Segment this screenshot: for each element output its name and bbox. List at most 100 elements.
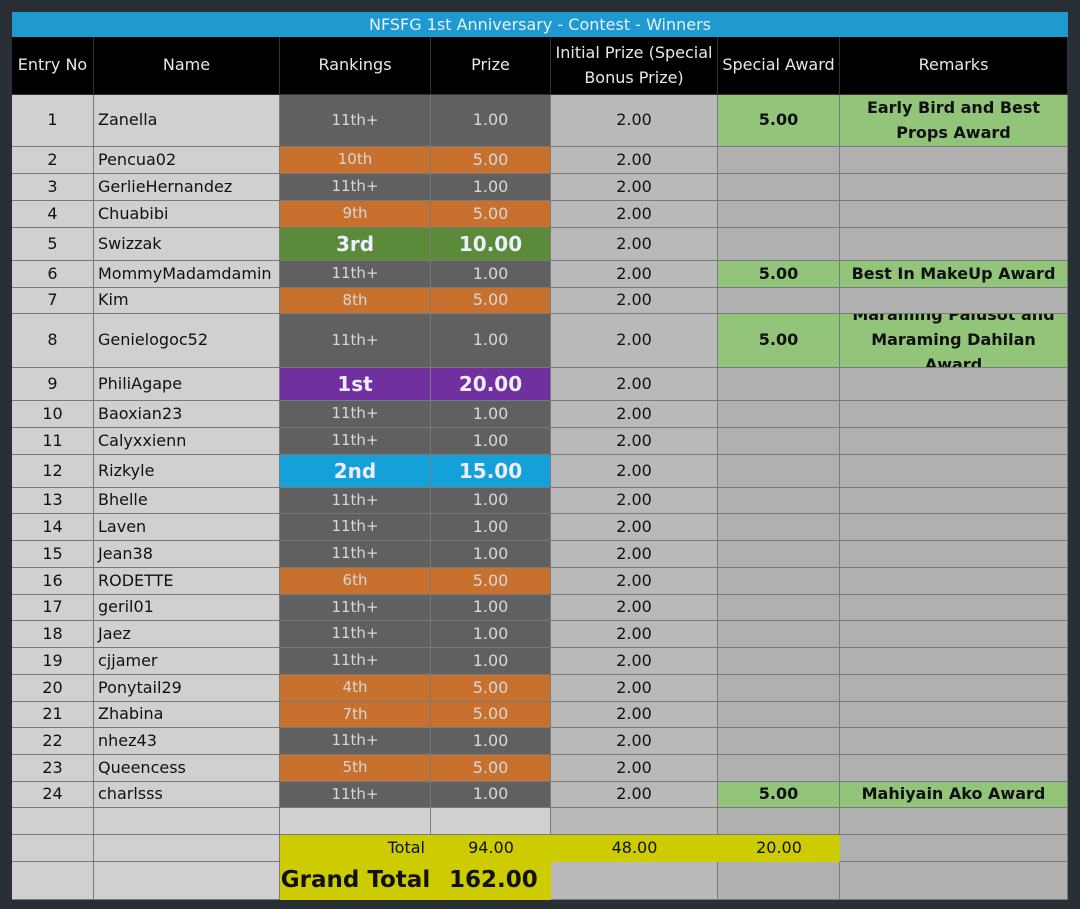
- entry-no: 23: [12, 755, 94, 782]
- special-award: [718, 455, 840, 488]
- initial-prize: 2.00: [551, 401, 718, 428]
- special-award: [718, 228, 840, 261]
- ranking: 4th: [280, 675, 431, 702]
- special-award: [718, 621, 840, 648]
- remarks: [840, 401, 1068, 428]
- entry-no: 5: [12, 228, 94, 261]
- column-header: Entry No: [12, 37, 94, 95]
- name: Ponytail29: [94, 675, 280, 702]
- empty-cell: [840, 808, 1068, 835]
- prize: 1.00: [431, 428, 551, 455]
- prize: 1.00: [431, 314, 551, 368]
- total-initial-prize: 48.00: [551, 835, 718, 862]
- name: Genielogoc52: [94, 314, 280, 368]
- column-header: Remarks: [840, 37, 1068, 95]
- remarks: [840, 755, 1068, 782]
- prize: 20.00: [431, 368, 551, 401]
- ranking: 8th: [280, 288, 431, 314]
- remarks: [840, 428, 1068, 455]
- entry-no: 15: [12, 541, 94, 568]
- remarks: [840, 514, 1068, 541]
- prize: 1.00: [431, 648, 551, 675]
- entry-no: 22: [12, 728, 94, 755]
- entry-no: 3: [12, 174, 94, 201]
- initial-prize: 2.00: [551, 147, 718, 174]
- initial-prize: 2.00: [551, 514, 718, 541]
- ranking: 11th+: [280, 728, 431, 755]
- special-award: [718, 568, 840, 595]
- ranking: 11th+: [280, 621, 431, 648]
- initial-prize: 2.00: [551, 595, 718, 621]
- prize: 1.00: [431, 541, 551, 568]
- initial-prize: 2.00: [551, 368, 718, 401]
- ranking: 2nd: [280, 455, 431, 488]
- entry-no: 1: [12, 95, 94, 147]
- remarks: Mahiyain Ako Award: [840, 782, 1068, 808]
- prize: 5.00: [431, 675, 551, 702]
- special-award: [718, 288, 840, 314]
- name: Rizkyle: [94, 455, 280, 488]
- prize: 1.00: [431, 488, 551, 514]
- prize: 5.00: [431, 702, 551, 728]
- prize: 5.00: [431, 568, 551, 595]
- prize: 1.00: [431, 514, 551, 541]
- special-award: [718, 201, 840, 228]
- name: Jean38: [94, 541, 280, 568]
- remarks: Best In MakeUp Award: [840, 261, 1068, 288]
- remarks: [840, 228, 1068, 261]
- name: Zhabina: [94, 702, 280, 728]
- name: Zanella: [94, 95, 280, 147]
- remarks: [840, 595, 1068, 621]
- empty-cell: [280, 808, 431, 835]
- remarks: [840, 621, 1068, 648]
- empty-cell: [551, 862, 718, 900]
- special-award: [718, 368, 840, 401]
- initial-prize: 2.00: [551, 541, 718, 568]
- column-header: Prize: [431, 37, 551, 95]
- ranking: 5th: [280, 755, 431, 782]
- prize: 1.00: [431, 261, 551, 288]
- empty-cell: [12, 835, 94, 862]
- name: Bhelle: [94, 488, 280, 514]
- initial-prize: 2.00: [551, 675, 718, 702]
- empty-cell: [718, 862, 840, 900]
- empty-cell: [718, 808, 840, 835]
- special-award: [718, 702, 840, 728]
- ranking: 11th+: [280, 488, 431, 514]
- entry-no: 11: [12, 428, 94, 455]
- ranking: 11th+: [280, 595, 431, 621]
- name: Pencua02: [94, 147, 280, 174]
- ranking: 11th+: [280, 314, 431, 368]
- prize: 5.00: [431, 147, 551, 174]
- total-prize: 94.00: [431, 835, 551, 862]
- prize: 1.00: [431, 401, 551, 428]
- initial-prize: 2.00: [551, 95, 718, 147]
- entry-no: 19: [12, 648, 94, 675]
- entry-no: 18: [12, 621, 94, 648]
- entry-no: 7: [12, 288, 94, 314]
- entry-no: 21: [12, 702, 94, 728]
- empty-cell: [94, 835, 280, 862]
- column-header: Special Award: [718, 37, 840, 95]
- entry-no: 9: [12, 368, 94, 401]
- entry-no: 6: [12, 261, 94, 288]
- table-title: NFSFG 1st Anniversary - Contest - Winner…: [12, 12, 1068, 37]
- total-special-award: 20.00: [718, 835, 840, 862]
- ranking: 1st: [280, 368, 431, 401]
- remarks: [840, 488, 1068, 514]
- remarks: Early Bird and Best Props Award: [840, 95, 1068, 147]
- entry-no: 14: [12, 514, 94, 541]
- entry-no: 10: [12, 401, 94, 428]
- entry-no: 16: [12, 568, 94, 595]
- special-award: [718, 755, 840, 782]
- remarks: [840, 201, 1068, 228]
- remarks: [840, 675, 1068, 702]
- ranking: 11th+: [280, 174, 431, 201]
- prize: 5.00: [431, 288, 551, 314]
- special-award: [718, 541, 840, 568]
- special-award: [718, 648, 840, 675]
- ranking: 11th+: [280, 95, 431, 147]
- empty-cell: [840, 835, 1068, 862]
- remarks: [840, 648, 1068, 675]
